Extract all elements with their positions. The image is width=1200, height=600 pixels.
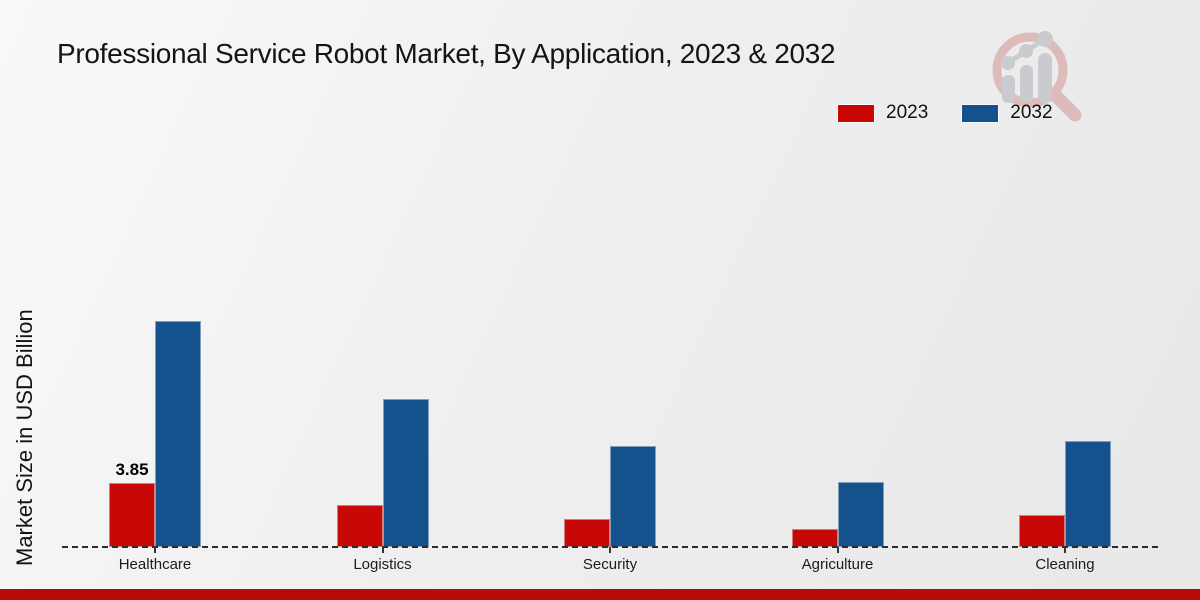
category-label-security: Security — [582, 556, 638, 573]
legend: 2023 2032 — [838, 102, 1053, 124]
legend-item-2032: 2032 — [962, 102, 1053, 124]
footer-accent-bar — [0, 589, 1200, 600]
category-label-logistics: Logistics — [353, 556, 412, 573]
legend-label-2032: 2032 — [1010, 102, 1053, 123]
legend-label-2023: 2023 — [886, 102, 929, 123]
legend-item-2023: 2023 — [838, 102, 928, 124]
category-label-agriculture: Agriculture — [801, 556, 874, 573]
category-label-healthcare: Healthcare — [118, 556, 192, 573]
bar-2032-cleaning — [1065, 441, 1111, 547]
bar-2023-security — [564, 519, 610, 547]
value-label-2023-healthcare: 3.85 — [115, 460, 149, 479]
legend-swatch-2032 — [962, 104, 999, 122]
bar-2023-agriculture — [791, 529, 838, 547]
bar-2032-healthcare — [155, 321, 201, 547]
bar-2032-logistics — [382, 399, 429, 547]
legend-swatch-2023 — [838, 104, 874, 122]
x-axis-tick-agriculture — [836, 547, 839, 553]
bar-2032-agriculture — [837, 482, 884, 547]
bar-2023-logistics — [336, 505, 383, 547]
chart-title: Professional Service Robot Market, By Ap… — [57, 38, 836, 69]
x-axis-tick-cleaning — [1064, 547, 1066, 553]
bar-2023-healthcare — [109, 483, 155, 547]
bar-2023-cleaning — [1019, 515, 1065, 547]
magnifier-bar-chart-logo-icon — [992, 31, 1082, 122]
x-axis-tick-security — [609, 547, 611, 553]
bar-2032-security — [610, 446, 656, 547]
category-label-cleaning: Cleaning — [1035, 556, 1095, 573]
x-axis-tick-healthcare — [154, 547, 156, 553]
x-axis-tick-logistics — [381, 547, 384, 553]
